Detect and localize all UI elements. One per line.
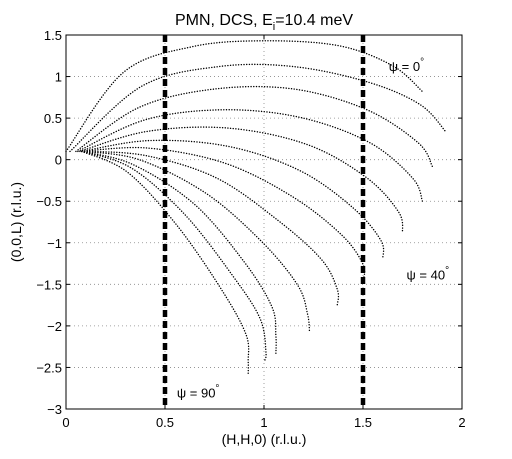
plot-area — [66, 35, 462, 409]
annotation-text-2: ψ = 90 — [177, 385, 216, 400]
trajectory-curves — [65, 40, 447, 374]
y-tick-label-6: 0 — [55, 153, 62, 168]
x-tick-label-4: 2 — [458, 415, 465, 430]
annotation-1: ψ = 40° — [407, 265, 450, 282]
x-tick-label-3: 1.5 — [354, 415, 372, 430]
trajectory-curve-0 — [65, 40, 424, 153]
trajectory-curve-9 — [81, 150, 277, 354]
axis-ticks: 0 0.5 1 1.5 2 −3 −2.5 −2 −1.5 −1 −0.5 0 0.5 1 1.5 — [36, 28, 465, 430]
annotation-degree-0: ° — [420, 57, 424, 68]
y-tick-label-0: −3 — [47, 402, 62, 417]
trajectory-curve-1 — [69, 63, 447, 153]
y-tick-label-3: −1.5 — [36, 277, 62, 292]
trajectory-curve-10 — [81, 150, 267, 363]
annotation-text-1: ψ = 40 — [407, 267, 446, 282]
annotation-degree-1: ° — [445, 265, 449, 276]
annotation-0: ψ = 0° — [389, 57, 424, 74]
y-tick-label-5: −0.5 — [36, 194, 62, 209]
annotation-2: ψ = 90° — [177, 383, 220, 400]
trajectory-curve-5 — [81, 139, 385, 260]
trajectory-curve-6 — [81, 146, 366, 283]
chart-title-rest: =10.4 meV — [275, 12, 353, 29]
y-tick-label-8: 1 — [55, 70, 62, 85]
trajectory-curve-7 — [81, 150, 340, 306]
y-tick-label-2: −2 — [47, 319, 62, 334]
chart-title-main: PMN, DCS, E — [175, 12, 273, 29]
y-tick-label-7: 0.5 — [44, 111, 62, 126]
trajectory-curve-11 — [81, 150, 250, 374]
x-tick-label-1: 0.5 — [156, 415, 174, 430]
trajectory-curve-2 — [75, 85, 433, 167]
trajectory-curve-4 — [79, 126, 404, 234]
trajectory-curve-8 — [81, 150, 311, 333]
x-tick-label-2: 1 — [260, 415, 267, 430]
trajectory-curve-3 — [77, 109, 424, 202]
x-tick-label-0: 0 — [62, 415, 69, 430]
chart-title: PMN, DCS, Ei=10.4 meV — [175, 12, 353, 33]
annotation-degree-2: ° — [215, 383, 219, 394]
x-axis-label: (H,H,0) (r.l.u.) — [222, 431, 307, 447]
y-tick-label-9: 1.5 — [44, 28, 62, 43]
chart-title-subscript: i — [273, 21, 275, 33]
reference-lines — [162, 35, 366, 409]
y-tick-label-4: −1 — [47, 236, 62, 251]
annotations: ψ = 0°ψ = 40°ψ = 90° — [177, 57, 449, 401]
y-tick-label-1: −2.5 — [36, 360, 62, 375]
y-axis-label: (0,0,L) (r.l.u.) — [8, 182, 24, 262]
annotation-text-0: ψ = 0 — [389, 59, 420, 74]
